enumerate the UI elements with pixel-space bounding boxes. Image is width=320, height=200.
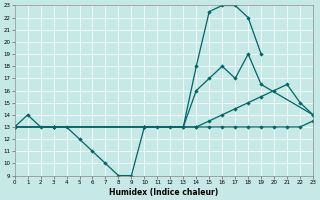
X-axis label: Humidex (Indice chaleur): Humidex (Indice chaleur) [109, 188, 219, 197]
